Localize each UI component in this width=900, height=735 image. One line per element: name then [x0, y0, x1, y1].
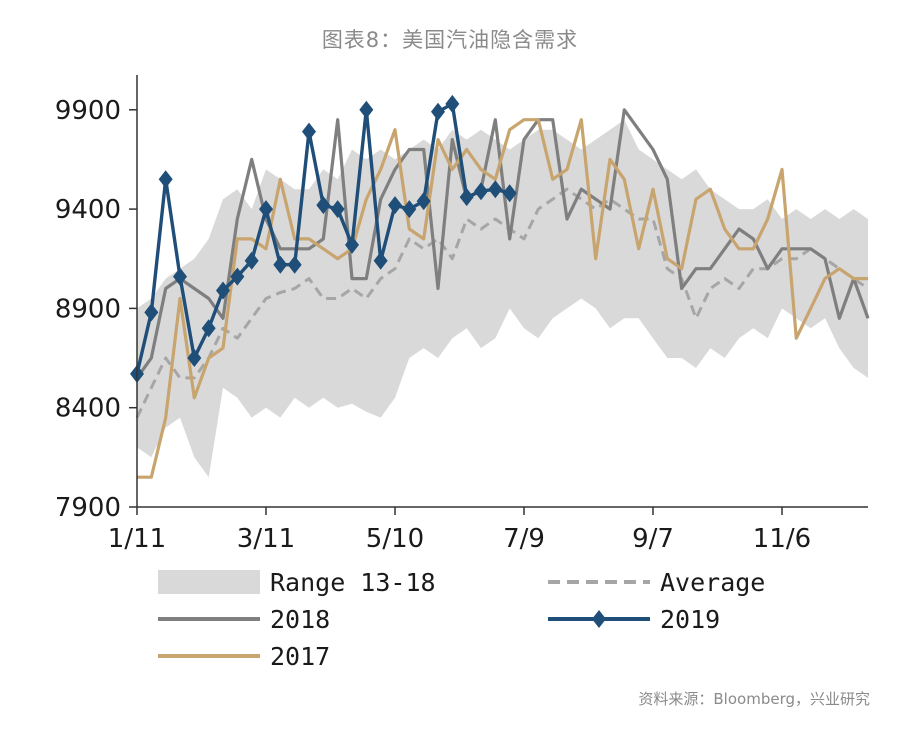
point-2019	[402, 200, 417, 219]
plot-area	[130, 94, 870, 479]
y-tick-label: 7900	[55, 493, 121, 523]
legend-swatch-range	[158, 570, 260, 594]
axes: 7900 8400 8900 9400 9900 1/11 3/11 5/10 7/9 9/7 11…	[55, 75, 868, 554]
point-2019	[244, 251, 259, 270]
legend-marker-2019	[592, 610, 606, 628]
chart-title: 图表8：美国汽油隐含需求	[321, 28, 579, 52]
y-tick-label: 8900	[55, 294, 121, 324]
x-tick-label: 3/11	[237, 524, 295, 554]
point-2019	[345, 235, 359, 254]
x-tick-label: 7/9	[503, 524, 545, 554]
point-2019	[445, 94, 460, 113]
y-tick-label: 8400	[55, 394, 121, 424]
series-line-2018	[135, 108, 870, 379]
point-2019	[302, 122, 316, 141]
y-tick-label: 9400	[55, 195, 121, 225]
point-2019	[287, 255, 302, 274]
series-line-average	[135, 187, 869, 419]
point-2019	[388, 196, 402, 215]
x-tick-label: 11/6	[753, 524, 811, 554]
point-2019	[459, 188, 474, 207]
x-tick-label: 9/7	[632, 524, 674, 554]
source-note: 资料来源：Bloomberg，兴业研究	[638, 690, 870, 708]
legend-label: 2017	[270, 642, 330, 671]
point-2019	[201, 319, 216, 338]
legend-label: Range 13-18	[270, 568, 436, 597]
point-2019	[330, 200, 345, 219]
point-2019	[173, 267, 187, 286]
point-2019	[144, 303, 159, 322]
point-2019	[359, 100, 374, 119]
point-2019	[216, 281, 230, 300]
point-2019	[502, 184, 517, 203]
point-2019	[416, 192, 431, 211]
x-tick-label: 5/10	[366, 524, 424, 554]
legend-label: Average	[660, 568, 765, 597]
point-2019	[273, 255, 288, 274]
legend: Range 13-18 Average 2018 2019 2017	[158, 568, 765, 671]
point-2019	[316, 196, 331, 215]
legend-label: 2018	[270, 605, 330, 634]
point-2019	[230, 267, 245, 286]
point-2019	[431, 102, 445, 121]
point-2019	[158, 170, 173, 189]
point-2019	[474, 182, 488, 201]
point-2019	[259, 200, 273, 219]
series-line-2017	[137, 118, 868, 479]
point-2019	[187, 349, 202, 368]
x-tick-label: 1/11	[108, 524, 166, 554]
y-tick-label: 9900	[55, 96, 121, 126]
legend-label: 2019	[660, 605, 720, 634]
point-2019	[488, 180, 503, 199]
point-2019	[373, 251, 388, 270]
